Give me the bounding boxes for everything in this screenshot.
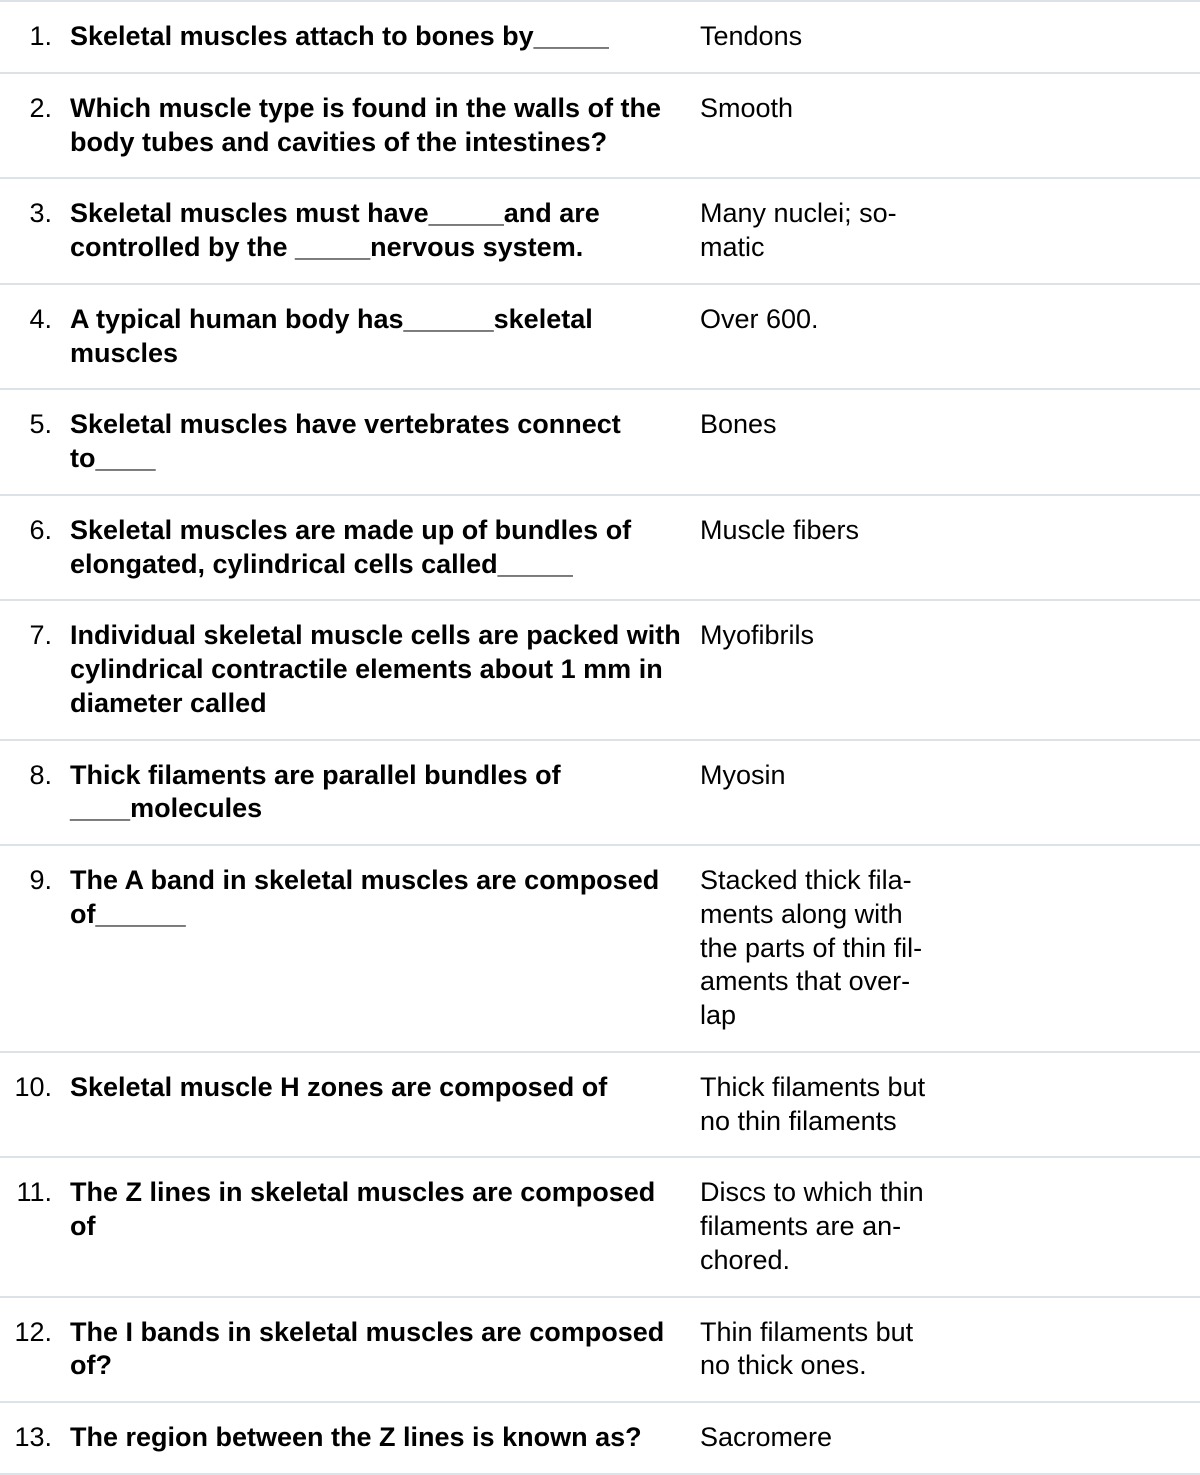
row-question: The region between the Z lines is known …	[70, 1421, 700, 1455]
row-answer: Myofibrils	[700, 619, 940, 653]
row-answer: Tendons	[700, 20, 940, 54]
row-question: Thick filaments are parallel bundles of …	[70, 759, 700, 827]
row-answer: Thick filaments but no thin fila­ments	[700, 1071, 940, 1139]
row-number: 6.	[0, 514, 70, 548]
row-question: Skeletal muscle H zones are composed of	[70, 1071, 700, 1105]
row-question: The I bands in skeletal muscles are comp…	[70, 1316, 700, 1384]
row-number: 3.	[0, 197, 70, 231]
table-row: 12. The I bands in skeletal muscles are …	[0, 1296, 1200, 1402]
row-question: The Z lines in skeletal muscles are comp…	[70, 1176, 700, 1244]
table-row: 5. Skeletal muscles have vertebrates con…	[0, 388, 1200, 494]
table-row: 8. Thick filaments are parallel bundles …	[0, 739, 1200, 845]
row-number: 12.	[0, 1316, 70, 1350]
row-question: Skeletal muscles attach to bones by_____	[70, 20, 700, 54]
row-answer: Discs to which thin filaments are an­cho…	[700, 1176, 940, 1277]
table-row: 7. Individual skeletal muscle cells are …	[0, 599, 1200, 738]
row-answer: Bones	[700, 408, 940, 442]
row-number: 1.	[0, 20, 70, 54]
row-answer: Muscle fibers	[700, 514, 940, 548]
row-answer: Sacromere	[700, 1421, 940, 1455]
row-question: Skeletal muscles must have_____and are c…	[70, 197, 700, 265]
table-row: 9. The A band in skeletal muscles are co…	[0, 844, 1200, 1051]
row-question: Which muscle type is found in the walls …	[70, 92, 700, 160]
row-answer: Smooth	[700, 92, 940, 126]
row-question: Individual skeletal muscle cells are pac…	[70, 619, 700, 720]
row-question: The A band in skeletal muscles are compo…	[70, 864, 700, 932]
row-number: 5.	[0, 408, 70, 442]
row-question: Skeletal muscles are made up of bundles …	[70, 514, 700, 582]
qa-table: 1. Skeletal muscles attach to bones by__…	[0, 0, 1200, 1475]
row-number: 9.	[0, 864, 70, 898]
table-row: 11. The Z lines in skeletal muscles are …	[0, 1156, 1200, 1295]
row-answer: Stacked thick fila­ments along with the …	[700, 864, 940, 1033]
row-number: 13.	[0, 1421, 70, 1455]
table-row: 1. Skeletal muscles attach to bones by__…	[0, 0, 1200, 72]
row-number: 7.	[0, 619, 70, 653]
table-row: 3. Skeletal muscles must have_____and ar…	[0, 177, 1200, 283]
row-number: 11.	[0, 1176, 70, 1210]
table-row: 4. A typical human body has______skeleta…	[0, 283, 1200, 389]
row-number: 2.	[0, 92, 70, 126]
row-number: 10.	[0, 1071, 70, 1105]
row-question: A typical human body has______skeletal m…	[70, 303, 700, 371]
row-answer: Thin filaments but no thick ones.	[700, 1316, 940, 1384]
table-row: 2. Which muscle type is found in the wal…	[0, 72, 1200, 178]
row-answer: Many nuclei; so­matic	[700, 197, 940, 265]
row-answer: Myosin	[700, 759, 940, 793]
table-row: 6. Skeletal muscles are made up of bundl…	[0, 494, 1200, 600]
row-answer: Over 600.	[700, 303, 940, 337]
table-row: 10. Skeletal muscle H zones are composed…	[0, 1051, 1200, 1157]
row-question: Skeletal muscles have vertebrates connec…	[70, 408, 700, 476]
row-number: 8.	[0, 759, 70, 793]
table-row: 13. The region between the Z lines is kn…	[0, 1401, 1200, 1475]
row-number: 4.	[0, 303, 70, 337]
